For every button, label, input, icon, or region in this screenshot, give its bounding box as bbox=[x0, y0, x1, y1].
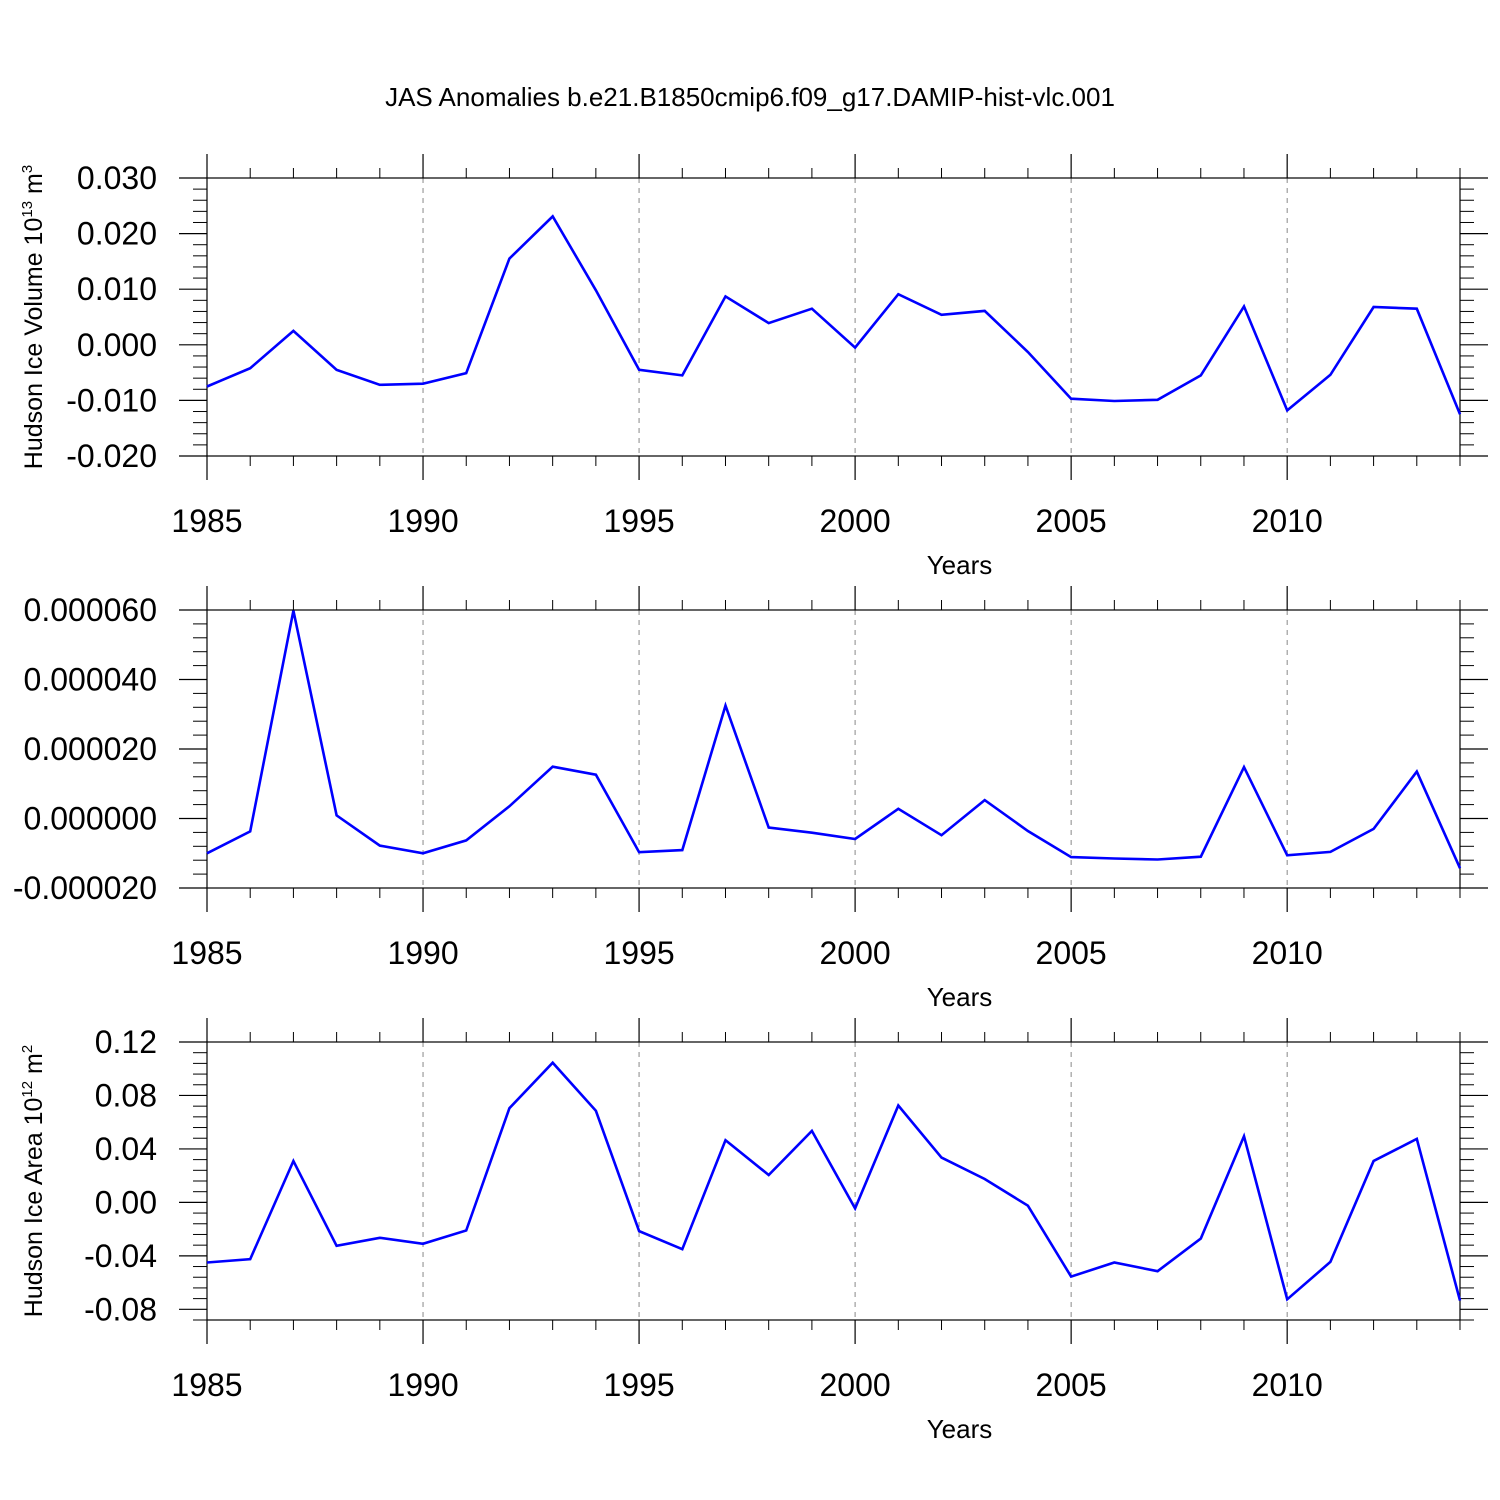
x-tick-label: 2005 bbox=[1036, 503, 1107, 539]
x-tick-label: 1995 bbox=[603, 935, 674, 971]
y-tick-label: 0.000020 bbox=[24, 731, 157, 767]
y-tick-label: -0.08 bbox=[84, 1291, 157, 1327]
y-tick-label: 0.00 bbox=[95, 1184, 157, 1220]
y-tick-label: 0.12 bbox=[95, 1024, 157, 1060]
x-axis-label: Years bbox=[927, 982, 993, 1012]
y-axis-label-main: Hudson Ice Area 10 bbox=[20, 1098, 48, 1318]
series-line bbox=[206, 610, 1462, 869]
x-tick-label: 1990 bbox=[387, 1367, 458, 1403]
x-tick-label: 1995 bbox=[603, 1367, 674, 1403]
plot-frame bbox=[206, 609, 1461, 889]
y-tick-label: 0.08 bbox=[95, 1077, 157, 1113]
x-tick-label: 1990 bbox=[387, 935, 458, 971]
y-tick-label: -0.020 bbox=[66, 438, 157, 474]
x-tick-label: 2010 bbox=[1252, 935, 1323, 971]
y-axis-label-sup2: 2 bbox=[19, 1045, 36, 1053]
second-panel: 1985 1990 1995 2000 2005 2010 -0.000020 0.00000… bbox=[13, 586, 1488, 1012]
x-tick-label: 2000 bbox=[820, 1367, 891, 1403]
y-axis-label: Hudson Ice Area 1012 m2 bbox=[19, 1045, 48, 1317]
figure-title: JAS Anomalies b.e21.B1850cmip6.f09_g17.D… bbox=[385, 82, 1115, 112]
y-tick-label: 0.04 bbox=[95, 1131, 157, 1167]
y-tick-label: 0.000060 bbox=[24, 592, 157, 628]
y-axis-label-sup1: 13 bbox=[19, 201, 36, 218]
x-tick-label: 2010 bbox=[1252, 1367, 1323, 1403]
x-axis-label: Years bbox=[927, 1414, 993, 1444]
volume-panel: 1985 1990 1995 2000 2005 2010 -0.020 -0.010 0.00… bbox=[19, 154, 1488, 580]
y-tick-label: 0.020 bbox=[77, 216, 157, 252]
y-tick-label: -0.000020 bbox=[13, 870, 157, 906]
x-tick-label: 2000 bbox=[820, 503, 891, 539]
y-tick-label: -0.04 bbox=[84, 1238, 157, 1274]
y-axis-label: Hudson Ice Volume 1013 m3 bbox=[19, 165, 48, 469]
series-line bbox=[206, 214, 1462, 415]
x-tick-label: 2000 bbox=[820, 935, 891, 971]
x-tick-label: 2005 bbox=[1036, 1367, 1107, 1403]
plot-frame bbox=[206, 177, 1461, 457]
y-tick-label: 0.030 bbox=[77, 160, 157, 196]
x-tick-label: 2010 bbox=[1252, 503, 1323, 539]
y-axis-label-mid: m bbox=[20, 1053, 48, 1081]
y-axis-label-main: Hudson Ice Volume 10 bbox=[20, 218, 48, 470]
x-tick-label: 1985 bbox=[171, 503, 242, 539]
x-axis-label: Years bbox=[927, 550, 993, 580]
y-tick-label: -0.010 bbox=[66, 382, 157, 418]
y-axis-label-mid: m bbox=[20, 173, 48, 201]
plot-frame bbox=[206, 1041, 1461, 1321]
y-tick-label: 0.010 bbox=[77, 271, 157, 307]
y-tick-label: 0.000 bbox=[77, 327, 157, 363]
x-tick-label: 1985 bbox=[171, 935, 242, 971]
x-tick-label: 1990 bbox=[387, 503, 458, 539]
x-tick-label: 1985 bbox=[171, 1367, 242, 1403]
y-axis-label-sup1: 12 bbox=[19, 1081, 36, 1098]
y-tick-label: 0.000040 bbox=[24, 662, 157, 698]
area-panel: 1985 1990 1995 2000 2005 2010 -0.08 -0.04 0.00 0.… bbox=[19, 1018, 1488, 1444]
x-tick-label: 2005 bbox=[1036, 935, 1107, 971]
y-axis-label-sup2: 3 bbox=[19, 165, 36, 173]
series-line bbox=[206, 1060, 1462, 1302]
x-tick-label: 1995 bbox=[603, 503, 674, 539]
y-tick-label: 0.000000 bbox=[24, 801, 157, 837]
